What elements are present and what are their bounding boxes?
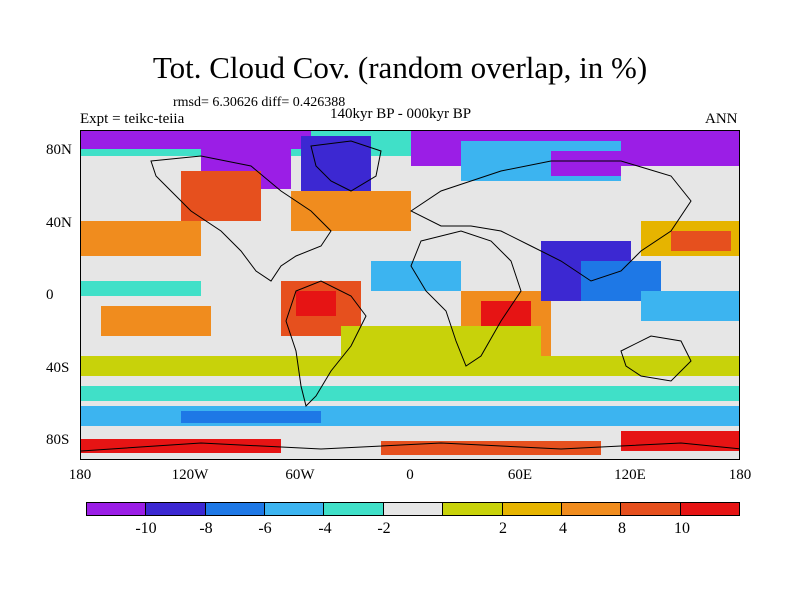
lon-label-60e: 60E — [507, 467, 533, 483]
lon-label-180w: 180 — [68, 467, 92, 483]
colorbar-label: 8 — [618, 520, 626, 537]
colorbar-swatch — [561, 503, 622, 515]
lat-label-80n: 80N — [46, 142, 72, 158]
map-canvas — [81, 131, 739, 459]
lon-label-120w: 120W — [171, 467, 209, 483]
colorbar-label: 10 — [674, 520, 690, 537]
plot-title: Tot. Cloud Cov. (random overlap, in %) — [152, 50, 648, 85]
colorbar-label: -2 — [377, 520, 391, 537]
colorbar-swatch — [621, 503, 681, 515]
lon-label-180e: 180 — [728, 467, 752, 483]
cloud-cover-map — [80, 130, 740, 460]
colorbar-swatch — [205, 503, 266, 515]
colorbar-swatch — [87, 503, 147, 515]
lat-label-0: 0 — [46, 287, 54, 303]
lon-label-60w: 60W — [285, 467, 315, 483]
colorbar — [86, 502, 740, 516]
colorbar-label: -4 — [318, 520, 332, 537]
colorbar-swatch — [265, 503, 325, 515]
colorbar-label: -6 — [258, 520, 272, 537]
stats-text: rmsd= 6.30626 diff= 0.426388 — [173, 95, 346, 110]
colorbar-swatch — [443, 503, 503, 515]
experiment-label: Expt = teikc-teiia — [80, 111, 185, 127]
colorbar-label: 2 — [499, 520, 507, 537]
lat-label-40n: 40N — [46, 215, 72, 231]
colorbar-label: 4 — [559, 520, 567, 537]
colorbar-swatch — [324, 503, 384, 515]
period-label: 140kyr BP - 000kyr BP — [330, 106, 472, 122]
season-label: ANN — [705, 111, 738, 127]
lon-label-0: 0 — [406, 467, 414, 483]
colorbar-label: -8 — [199, 520, 213, 537]
lat-label-40s: 40S — [46, 360, 70, 376]
lon-label-120e: 120E — [614, 467, 646, 483]
lat-label-80s: 80S — [46, 432, 70, 448]
colorbar-label: -10 — [135, 520, 157, 537]
colorbar-swatch — [383, 503, 444, 515]
colorbar-swatch — [680, 503, 739, 515]
colorbar-swatch — [146, 503, 206, 515]
colorbar-swatch — [502, 503, 562, 515]
